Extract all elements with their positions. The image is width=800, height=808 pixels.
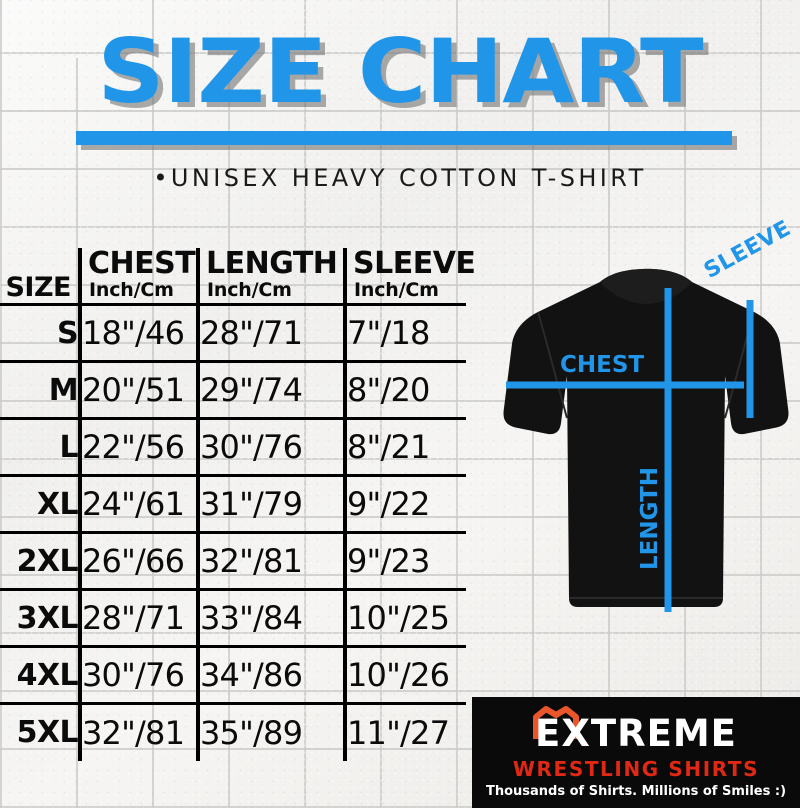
cell-length: 35"/89 [198, 703, 347, 761]
table-row: 3XL 28"/71 33"/84 10"/25 [0, 589, 466, 648]
page-subtitle: •UNISEX HEAVY COTTON T-SHIRT [153, 164, 647, 192]
cell-chest: 30"/76 [80, 646, 200, 705]
column-header-chest: CHEST Inch/Cm [80, 246, 200, 306]
column-header-sleeve-label: SLEEVE [353, 246, 476, 281]
column-header-size: SIZE [0, 248, 82, 306]
table-row: M 20"/51 29"/74 8"/20 [0, 361, 466, 420]
tshirt-illustration: CHEST LENGTH [492, 268, 800, 688]
cell-chest: 32"/81 [80, 703, 200, 761]
cell-sleeve: 9"/23 [345, 532, 466, 591]
cell-sleeve: 9"/22 [345, 475, 466, 534]
page-title: SIZE CHART [97, 20, 703, 123]
brand-logo: EXTREME WRESTLING SHIRTS Thousands of Sh… [472, 697, 800, 808]
column-header-size-label: SIZE [5, 272, 71, 303]
cell-sleeve: 8"/21 [345, 418, 466, 477]
cell-size: L [0, 418, 82, 477]
cell-sleeve: 10"/25 [345, 589, 466, 648]
cell-size: 4XL [0, 646, 82, 705]
brand-name: EXTREME [535, 712, 737, 755]
cell-size: 3XL [0, 589, 82, 648]
cell-length: 33"/84 [198, 589, 347, 648]
cell-chest: 20"/51 [80, 361, 200, 420]
table-header-row: SIZE CHEST Inch/Cm LENGTH Inch/Cm SLEEVE… [0, 246, 476, 306]
brand-subtitle: WRESTLING SHIRTS [512, 757, 760, 781]
tshirt-body-shape [503, 268, 789, 607]
chest-label: CHEST [560, 352, 644, 378]
table-row: L 22"/56 30"/76 8"/21 [0, 418, 466, 477]
cell-length: 34"/86 [198, 646, 347, 705]
cell-sleeve: 8"/20 [345, 361, 466, 420]
cell-size: XL [0, 475, 82, 534]
column-header-chest-label: CHEST [88, 246, 196, 281]
cell-sleeve: 10"/26 [345, 646, 466, 705]
cell-size: 5XL [0, 703, 82, 761]
cell-size: M [0, 361, 82, 420]
cell-length: 29"/74 [198, 361, 347, 420]
title-underline-bar [76, 131, 732, 145]
table-row: S 18"/46 28"/71 7"/18 [0, 304, 466, 363]
tshirt-svg: CHEST LENGTH [503, 268, 789, 612]
size-table-container: SIZE CHEST Inch/Cm LENGTH Inch/Cm SLEEVE… [0, 246, 476, 761]
column-header-length-label: LENGTH [206, 246, 338, 281]
cell-size: S [0, 304, 82, 363]
tshirt-left-sleeve-seam [537, 311, 568, 419]
tshirt-logo-icon [533, 706, 579, 739]
cell-chest: 18"/46 [80, 304, 200, 363]
length-label: LENGTH [637, 467, 663, 570]
cell-sleeve: 7"/18 [345, 304, 466, 363]
column-header-length: LENGTH Inch/Cm [198, 246, 347, 306]
column-header-sleeve-unit: Inch/Cm [354, 279, 439, 301]
size-table-body: S 18"/46 28"/71 7"/18 M 20"/51 29"/74 8"… [0, 304, 466, 761]
cell-length: 28"/71 [198, 304, 347, 363]
cell-size: 2XL [0, 532, 82, 591]
size-table: SIZE CHEST Inch/Cm LENGTH Inch/Cm SLEEVE… [0, 246, 476, 761]
column-header-chest-unit: Inch/Cm [89, 279, 174, 301]
table-row: 2XL 26"/66 32"/81 9"/23 [0, 532, 466, 591]
brand-tagline: Thousands of Shirts. Millions of Smiles … [485, 784, 787, 799]
cell-sleeve: 11"/27 [347, 713, 450, 752]
cell-length: 31"/79 [198, 475, 347, 534]
column-header-sleeve: SLEEVE Inch/Cm [345, 246, 476, 306]
cell-length: 30"/76 [198, 418, 347, 477]
cell-chest: 24"/61 [80, 475, 200, 534]
table-row: 4XL 30"/76 34"/86 10"/26 [0, 646, 466, 705]
cell-chest: 26"/66 [80, 532, 200, 591]
column-header-length-unit: Inch/Cm [207, 279, 292, 301]
cell-length: 32"/81 [198, 532, 347, 591]
table-row: 5XL 32"/81 35"/89 11"/27 [0, 703, 466, 761]
table-row: XL 24"/61 31"/79 9"/22 [0, 475, 466, 534]
cell-chest: 22"/56 [80, 418, 200, 477]
cell-chest: 28"/71 [80, 589, 200, 648]
